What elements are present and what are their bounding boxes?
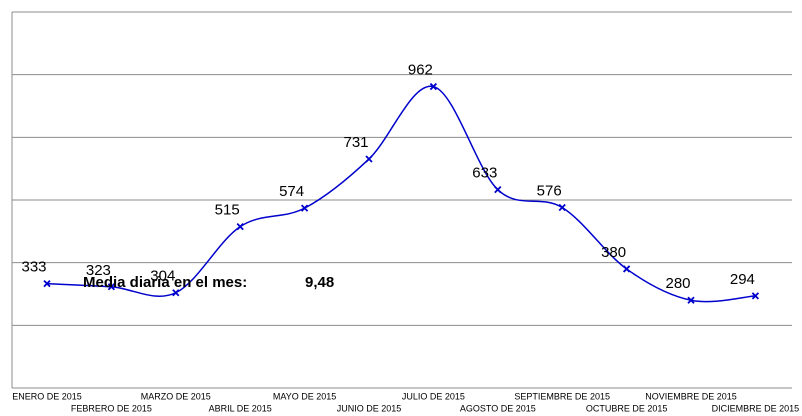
data-label: 333 xyxy=(21,259,46,276)
x-tick-label: FEBRERO DE 2015 xyxy=(71,403,152,413)
marker xyxy=(300,204,309,212)
data-label: 515 xyxy=(215,202,240,219)
marker xyxy=(236,222,244,231)
marker xyxy=(687,296,695,304)
data-label: 576 xyxy=(537,182,562,199)
marker xyxy=(365,155,373,163)
marker xyxy=(172,289,180,297)
annotation-label: Media diaria en el mes: xyxy=(83,274,247,291)
data-label: 574 xyxy=(279,183,304,200)
marker xyxy=(43,280,51,288)
data-label: 731 xyxy=(343,134,368,151)
marker xyxy=(622,265,631,273)
data-label: 380 xyxy=(601,244,626,261)
x-tick-label: ABRIL DE 2015 xyxy=(209,403,272,413)
marker xyxy=(429,82,438,91)
marker xyxy=(494,186,502,194)
marker xyxy=(107,283,116,291)
annotation-value: 9,48 xyxy=(305,274,334,291)
data-label: 323 xyxy=(86,262,111,279)
marker xyxy=(558,203,566,212)
data-label: 633 xyxy=(472,165,497,182)
x-tick-label: SEPTIEMBRE DE 2015 xyxy=(514,391,610,401)
marker xyxy=(751,292,760,300)
x-tick-label: JUNIO DE 2015 xyxy=(337,403,402,413)
x-tick-label: MARZO DE 2015 xyxy=(141,391,211,401)
data-label: 304 xyxy=(150,268,175,285)
data-label: 294 xyxy=(730,271,755,288)
data-label: 280 xyxy=(665,275,690,292)
x-tick-label: AGOSTO DE 2015 xyxy=(460,403,536,413)
x-tick-label: DICIEMBRE DE 2015 xyxy=(712,403,800,413)
x-tick-label: ENERO DE 2015 xyxy=(12,391,82,401)
x-tick-label: MAYO DE 2015 xyxy=(273,391,336,401)
x-tick-label: OCTUBRE DE 2015 xyxy=(586,403,668,413)
x-tick-label: NOVIEMBRE DE 2015 xyxy=(645,391,737,401)
data-label: 962 xyxy=(408,62,433,79)
x-tick-label: JULIO DE 2015 xyxy=(402,391,465,401)
